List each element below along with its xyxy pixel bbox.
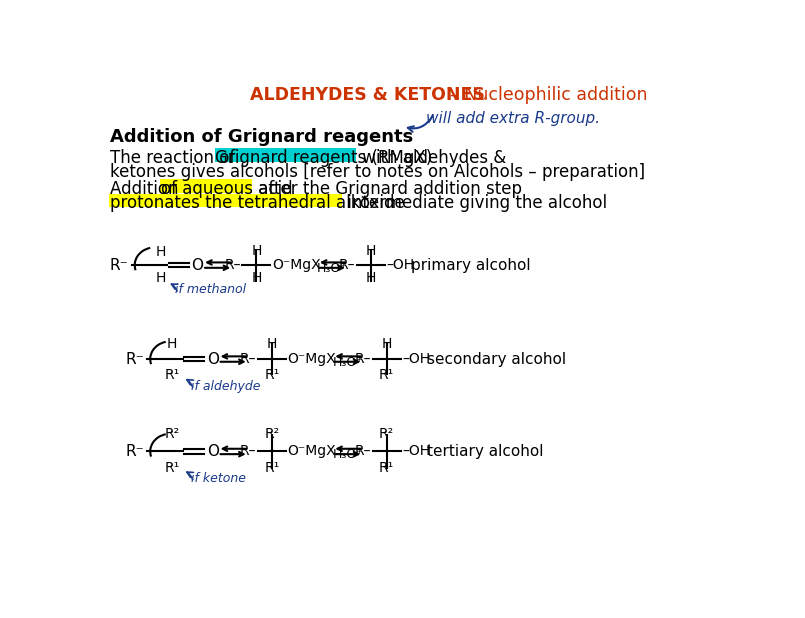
Text: H: H [167, 337, 177, 352]
Text: R–: R– [225, 258, 241, 272]
Text: if aldehyde: if aldehyde [191, 380, 260, 393]
Text: H: H [366, 271, 376, 285]
Text: O: O [192, 258, 204, 273]
Text: tertiary alcohol: tertiary alcohol [427, 444, 543, 459]
Text: R⁻: R⁻ [126, 444, 144, 459]
Text: R¹: R¹ [379, 368, 394, 382]
Text: ketones gives alcohols [refer to notes on Alcohols – preparation]: ketones gives alcohols [refer to notes o… [110, 164, 645, 182]
Text: O⁻MgX: O⁻MgX [272, 258, 320, 272]
Text: R⁻: R⁻ [126, 352, 144, 366]
Text: protonates the tetrahedral alkoxide: protonates the tetrahedral alkoxide [110, 194, 405, 212]
Bar [160, 179, 252, 193]
Text: H: H [156, 271, 167, 285]
Text: Addition of Grignard reagents: Addition of Grignard reagents [110, 128, 413, 146]
Text: of aqueous acid: of aqueous acid [161, 180, 293, 198]
Text: O⁻MgX: O⁻MgX [287, 444, 336, 459]
Text: ALDEHYDES & KETONES: ALDEHYDES & KETONES [250, 87, 485, 104]
Text: R–: R– [240, 352, 257, 366]
Text: R–: R– [339, 258, 356, 272]
Text: Addition: Addition [110, 180, 184, 198]
Text: if methanol: if methanol [175, 283, 246, 296]
Text: H₃O⁺: H₃O⁺ [332, 356, 363, 369]
Text: H: H [366, 243, 376, 258]
Text: H: H [156, 245, 167, 259]
Text: The reaction of: The reaction of [110, 149, 241, 167]
Text: O⁻MgX: O⁻MgX [287, 352, 336, 366]
Text: R²: R² [164, 427, 180, 441]
Text: –OH: –OH [402, 352, 430, 366]
Text: R–: R– [240, 444, 257, 459]
Text: secondary alcohol: secondary alcohol [427, 352, 566, 366]
Text: R¹: R¹ [379, 460, 394, 475]
Bar [109, 193, 341, 208]
Text: R¹: R¹ [264, 368, 279, 382]
Text: –OH: –OH [386, 258, 415, 272]
Text: H: H [251, 243, 262, 258]
Text: intermediate giving the alcohol: intermediate giving the alcohol [342, 194, 608, 212]
Text: H: H [382, 337, 392, 352]
Text: –OH: –OH [402, 444, 430, 459]
Text: H₃O⁺: H₃O⁺ [332, 449, 363, 462]
Text: will add extra R-group.: will add extra R-group. [426, 111, 600, 126]
Text: R¹: R¹ [164, 368, 180, 382]
Text: R²: R² [379, 427, 394, 441]
Text: R–: R– [354, 444, 371, 459]
Text: O: O [207, 444, 219, 459]
Text: – Nucleophilic addition: – Nucleophilic addition [450, 87, 648, 104]
Text: primary alcohol: primary alcohol [411, 258, 531, 273]
Text: H₃O⁺: H₃O⁺ [317, 262, 348, 275]
Text: with aldehydes &: with aldehydes & [357, 149, 506, 167]
Text: O: O [207, 352, 219, 366]
Text: R¹: R¹ [264, 460, 279, 475]
Text: if ketone: if ketone [191, 472, 246, 485]
Text: H: H [266, 337, 277, 352]
Text: R¹: R¹ [164, 460, 180, 475]
Text: Grignard reagents (RMgX): Grignard reagents (RMgX) [215, 149, 432, 167]
Text: R²: R² [264, 427, 279, 441]
Text: R⁻: R⁻ [110, 258, 129, 273]
Text: R–: R– [354, 352, 371, 366]
Text: H: H [251, 271, 262, 285]
Text: after the Grignard addition step: after the Grignard addition step [253, 180, 522, 198]
Bar [215, 148, 357, 162]
